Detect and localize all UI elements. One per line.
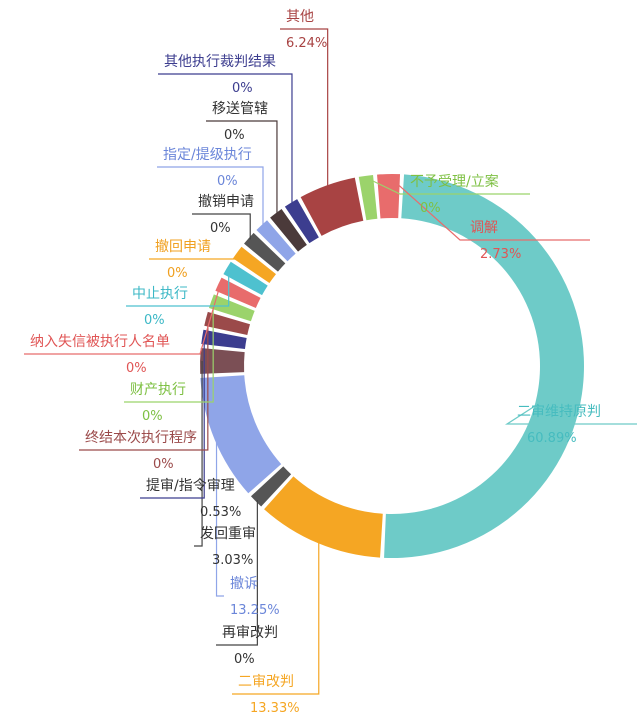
slice-value-15: 6.24% <box>286 36 327 51</box>
donut-segment-13 <box>270 208 307 252</box>
leader-line-10 <box>149 253 240 260</box>
leader-line-1 <box>232 541 320 695</box>
slice-label-10: 撤回申请 <box>155 239 211 255</box>
leader-line-13 <box>206 120 278 215</box>
slice-label-4: 发回重审 <box>200 526 256 542</box>
slice-value-5: 0.53% <box>200 505 241 520</box>
leader-line-4 <box>194 360 203 547</box>
slice-value-3: 13.25% <box>230 603 280 618</box>
donut-segment-10 <box>232 246 276 284</box>
slice-value-7: 0% <box>142 409 163 424</box>
slice-value-12: 0% <box>217 174 238 189</box>
slice-value-2: 0% <box>234 652 255 667</box>
slice-value-10: 0% <box>167 266 188 281</box>
slice-value-16: 0% <box>420 201 441 216</box>
donut-segment-8 <box>215 277 261 308</box>
leader-line-16 <box>365 177 530 195</box>
slice-value-1: 13.33% <box>250 701 300 716</box>
donut-ring <box>200 174 584 558</box>
slice-value-8: 0% <box>126 361 147 376</box>
slice-value-4: 3.03% <box>212 553 253 568</box>
slice-label-12: 指定/提级执行 <box>163 147 252 163</box>
donut-segment-4 <box>200 347 245 374</box>
leader-line-11 <box>192 213 251 240</box>
slice-value-0: 60.89% <box>527 431 577 446</box>
slice-label-9: 中止执行 <box>132 286 188 302</box>
slice-label-14: 其他执行裁判结果 <box>164 54 276 70</box>
donut-segment-0 <box>384 174 584 558</box>
leader-line-6 <box>79 319 209 451</box>
slice-label-8: 纳入失信被执行人名单 <box>30 334 170 350</box>
leader-line-15 <box>280 28 329 188</box>
leader-line-0 <box>504 375 637 425</box>
slice-value-9: 0% <box>144 313 165 328</box>
slice-label-11: 撤销申请 <box>198 194 254 210</box>
slice-label-3: 撤诉 <box>230 576 258 592</box>
leader-line-12 <box>157 166 264 227</box>
slice-labels: 二审维持原判 60.89% 二审改判 13.33% 再审改判 0% 撤诉 13.25% 发回重审… <box>30 9 601 716</box>
donut-segment-14 <box>284 199 319 244</box>
slice-label-7: 财产执行 <box>130 382 186 398</box>
slice-label-15: 其他 <box>286 9 314 25</box>
slice-label-16: 不予受理/立案 <box>410 173 499 190</box>
donut-segment-17 <box>377 174 401 219</box>
donut-segment-11 <box>244 232 286 272</box>
slice-value-14: 0% <box>232 81 253 96</box>
slice-label-5: 提审/指令审理 <box>146 478 235 494</box>
slice-label-2: 再审改判 <box>222 625 278 641</box>
donut-segment-9 <box>223 261 268 296</box>
donut-segment-12 <box>256 220 296 262</box>
donut-segment-1 <box>264 476 383 558</box>
leader-line-7 <box>124 301 214 403</box>
donut-segment-2 <box>250 466 292 507</box>
slice-value-11: 0% <box>210 221 231 236</box>
leader-line-2 <box>216 500 258 646</box>
donut-segment-7 <box>208 294 255 322</box>
slice-label-17: 调解 <box>470 220 498 236</box>
donut-segment-15 <box>300 177 364 236</box>
slice-value-6: 0% <box>153 457 174 472</box>
slice-value-13: 0% <box>224 128 245 143</box>
leader-line-9 <box>126 268 230 307</box>
leader-lines <box>24 28 637 695</box>
slice-label-1: 二审改判 <box>238 674 294 690</box>
slice-label-0: 二审维持原判 <box>517 404 601 420</box>
slice-value-17: 2.73% <box>480 247 521 262</box>
leader-line-14 <box>158 73 293 205</box>
donut-segment-3 <box>200 375 282 494</box>
slice-label-6: 终结本次执行程序 <box>85 430 197 446</box>
slice-label-13: 移送管辖 <box>212 101 268 117</box>
leader-line-17 <box>388 175 590 241</box>
leader-line-5 <box>140 337 205 499</box>
donut-segment-6 <box>204 311 251 336</box>
leader-line-8 <box>24 284 221 355</box>
leader-line-3 <box>215 438 224 597</box>
donut-segment-16 <box>358 174 378 221</box>
